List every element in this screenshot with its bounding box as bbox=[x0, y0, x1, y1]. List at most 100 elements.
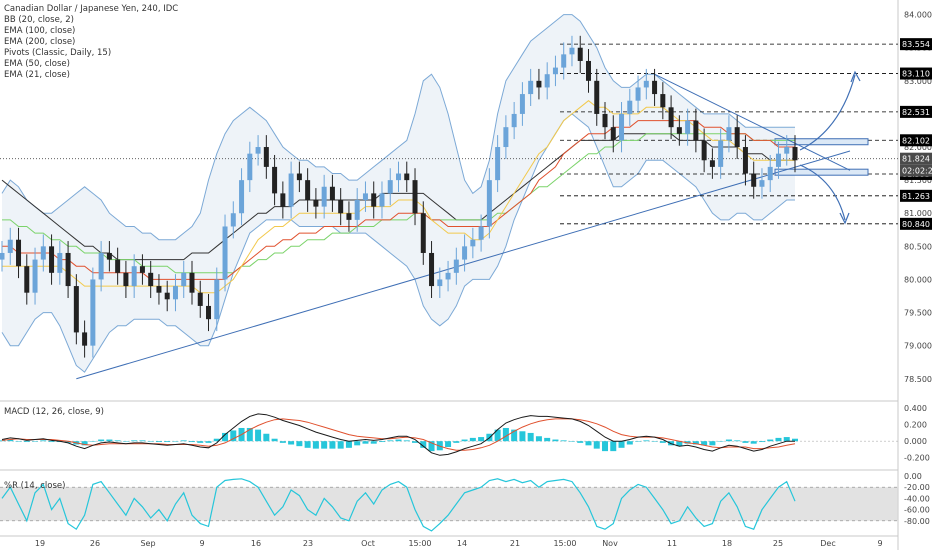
time-tick-label: 26 bbox=[90, 539, 100, 548]
time-tick-label: Sep bbox=[140, 539, 155, 548]
macd-hist-bar bbox=[511, 429, 518, 442]
countdown-tag bbox=[900, 164, 932, 177]
candle-body bbox=[643, 80, 649, 88]
time-tick-label: 25 bbox=[773, 539, 783, 548]
macd-hist-bar bbox=[296, 441, 303, 447]
macd-hist-bar bbox=[139, 440, 146, 442]
candle-body bbox=[751, 173, 757, 187]
price-tag bbox=[900, 67, 932, 80]
candle-body bbox=[709, 160, 715, 167]
candle-body bbox=[412, 180, 418, 214]
macd-hist-bar bbox=[626, 441, 633, 445]
candle-body bbox=[495, 147, 501, 181]
candle-body bbox=[40, 246, 46, 260]
macd-hist-bar bbox=[263, 433, 270, 442]
time-tick-label: 9 bbox=[877, 539, 882, 548]
candle-body bbox=[164, 292, 170, 300]
zone-box bbox=[774, 138, 869, 146]
macd-hist-bar bbox=[494, 429, 501, 442]
candle-body bbox=[668, 107, 674, 128]
macd-hist-bar bbox=[246, 427, 253, 442]
candle-body bbox=[57, 252, 63, 273]
macd-hist-bar bbox=[676, 441, 683, 447]
time-tick-label: 15:00 bbox=[408, 539, 431, 548]
macd-hist-bar bbox=[230, 430, 237, 442]
candle-body bbox=[577, 47, 583, 61]
macd-hist-bar bbox=[420, 441, 427, 448]
legend-bb: BB (20, close, 2) bbox=[4, 15, 74, 25]
time-tick-label: 19 bbox=[35, 539, 45, 548]
macd-signal-line bbox=[1, 418, 796, 451]
macd-hist-bar bbox=[651, 441, 658, 442]
macd-hist-bar bbox=[354, 441, 361, 446]
macd-hist-bar bbox=[659, 441, 666, 443]
candle-body bbox=[296, 173, 302, 181]
macd-hist-bar bbox=[527, 432, 534, 442]
macd-line bbox=[1, 413, 795, 456]
macd-hist-bar bbox=[164, 441, 171, 443]
down-arrow-path bbox=[799, 164, 846, 221]
candle-body bbox=[346, 213, 352, 220]
macd-hist-bar bbox=[329, 441, 336, 449]
time-tick-label: 9 bbox=[199, 539, 204, 548]
candle-body bbox=[263, 147, 269, 167]
candle-body bbox=[478, 226, 484, 240]
candle-body bbox=[16, 239, 22, 267]
macd-hist-bar bbox=[147, 441, 154, 442]
macd-hist-bar bbox=[114, 440, 121, 442]
time-tick-label: Nov bbox=[602, 539, 618, 548]
macd-hist-bar bbox=[428, 441, 435, 452]
candle-body bbox=[627, 100, 633, 114]
macd-title: MACD (12, 26, close, 9) bbox=[4, 407, 104, 417]
macd-hist-bar bbox=[544, 437, 551, 442]
candle-body bbox=[156, 286, 162, 293]
macd-hist-bar bbox=[304, 441, 311, 448]
macd-hist-bar bbox=[7, 439, 14, 442]
macd-hist-bar bbox=[535, 436, 542, 442]
price-tag-label: 81.263 bbox=[902, 192, 930, 201]
candle-body bbox=[594, 80, 600, 114]
candle-body bbox=[486, 180, 492, 227]
candle-body bbox=[82, 332, 88, 346]
macd-hist-bar bbox=[403, 440, 410, 442]
candle-body bbox=[247, 153, 253, 181]
candle-body bbox=[255, 147, 261, 154]
legend-ema-100: EMA (100, close) bbox=[4, 26, 76, 36]
candle-body bbox=[396, 173, 401, 181]
macd-hist-bar bbox=[188, 441, 195, 443]
candle-body bbox=[280, 193, 286, 207]
candle-body bbox=[239, 180, 245, 214]
macd-hist-bar bbox=[692, 441, 699, 445]
bb-lower-line bbox=[1, 113, 795, 373]
macd-hist-bar bbox=[783, 437, 790, 442]
candle-body bbox=[734, 127, 740, 148]
price-tick-label: 82.000 bbox=[904, 143, 932, 152]
price-tick-label: 78.500 bbox=[904, 375, 932, 384]
candle-body bbox=[420, 213, 426, 253]
candle-body bbox=[404, 173, 410, 181]
candle-body bbox=[32, 259, 38, 293]
macd-hist-bar bbox=[453, 441, 460, 443]
candle-body bbox=[462, 246, 468, 260]
macd-hist-bar bbox=[742, 441, 749, 443]
macd-hist-bar bbox=[750, 441, 757, 444]
macd-hist-bar bbox=[577, 441, 584, 443]
price-tag bbox=[900, 134, 932, 147]
time-tick-label: 21 bbox=[510, 539, 520, 548]
up-arrow-head bbox=[850, 70, 861, 83]
price-tick-label: 84.000 bbox=[904, 11, 932, 20]
macd-hist-bar bbox=[197, 441, 204, 443]
candle-body bbox=[139, 266, 145, 273]
macd-hist-bar bbox=[568, 441, 575, 442]
time-tick-label: 14 bbox=[457, 539, 467, 548]
chart-legend: Canadian Dollar / Japanese Yen, 240, IDC… bbox=[4, 4, 178, 81]
macd-hist-bar bbox=[775, 437, 782, 442]
price-tag-label: 82.102 bbox=[902, 136, 930, 145]
macd-tick-label: 0.200 bbox=[904, 421, 927, 430]
price-tag-label: 83.110 bbox=[902, 70, 930, 79]
macd-hist-bar bbox=[172, 441, 179, 442]
macd-hist-bar bbox=[362, 441, 369, 444]
candle-body bbox=[197, 292, 203, 306]
legend-pivots: Pivots (Classic, Daily, 15) bbox=[4, 48, 112, 58]
